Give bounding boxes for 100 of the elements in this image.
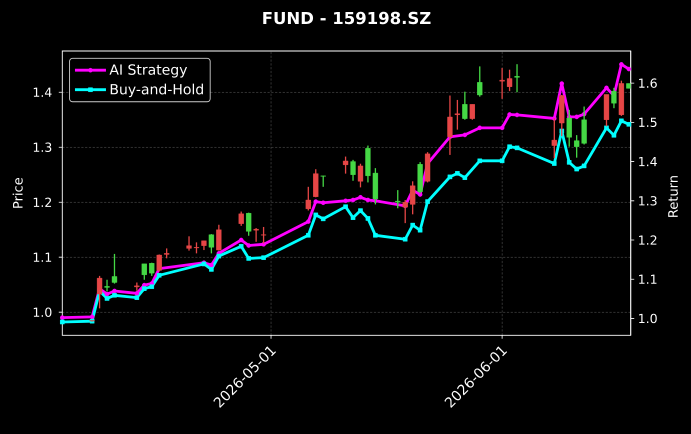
point xyxy=(358,194,363,200)
y-tick-label: 1.1 xyxy=(34,252,52,262)
point xyxy=(350,215,356,220)
point xyxy=(552,161,557,166)
candlestick xyxy=(246,212,252,236)
candlestick xyxy=(342,156,348,174)
candlestick xyxy=(506,69,512,92)
point xyxy=(477,158,482,164)
point xyxy=(60,320,65,324)
point xyxy=(320,216,326,222)
candlestick xyxy=(499,67,505,100)
candlestick xyxy=(149,262,154,277)
point xyxy=(209,267,214,272)
y2-axis-title: Return xyxy=(668,176,678,217)
point xyxy=(402,236,408,242)
point xyxy=(261,242,266,247)
candlestick xyxy=(142,263,147,280)
point xyxy=(261,255,266,260)
candlestick xyxy=(104,279,110,292)
point xyxy=(216,254,222,258)
point xyxy=(373,233,378,238)
candlestick xyxy=(454,99,460,130)
candlestick xyxy=(514,64,520,93)
point xyxy=(238,244,244,249)
point xyxy=(306,233,311,238)
point xyxy=(425,199,430,204)
point xyxy=(112,288,117,294)
y2-tick-label: 1.5 xyxy=(639,118,657,128)
point xyxy=(313,199,318,204)
candlestick xyxy=(320,175,326,188)
point xyxy=(112,293,117,298)
y-axis-title: Price xyxy=(12,178,23,208)
candlestick xyxy=(253,227,259,242)
point xyxy=(612,133,616,138)
candlestick xyxy=(164,248,170,259)
y2-tick-label: 1.0 xyxy=(639,314,657,324)
point xyxy=(574,166,579,172)
point xyxy=(149,284,154,289)
point xyxy=(104,296,110,301)
point xyxy=(366,216,370,221)
point xyxy=(566,160,572,165)
point xyxy=(246,243,251,248)
point xyxy=(514,112,520,118)
point xyxy=(582,164,586,168)
point xyxy=(350,198,356,202)
candlestick xyxy=(208,233,214,254)
point xyxy=(142,286,147,291)
candlestick xyxy=(238,210,244,227)
point xyxy=(418,228,422,233)
point xyxy=(507,112,512,117)
y2-tick-label: 1.1 xyxy=(639,274,656,284)
point xyxy=(410,222,415,228)
point xyxy=(604,126,609,130)
point xyxy=(320,200,326,206)
point xyxy=(448,174,452,180)
y2-tick-label: 1.6 xyxy=(639,78,657,88)
y-tick-label: 1.4 xyxy=(34,88,52,97)
y2-tick-label: 1.4 xyxy=(639,157,657,166)
candlestick xyxy=(306,186,311,212)
y2-tick-label: 1.2 xyxy=(639,235,656,245)
candlestick xyxy=(395,189,400,209)
point xyxy=(477,126,482,130)
point xyxy=(366,198,370,202)
candlestick xyxy=(574,134,580,158)
point xyxy=(604,86,609,90)
point xyxy=(574,114,579,120)
candlestick xyxy=(462,91,468,120)
point xyxy=(156,273,162,278)
candlestick xyxy=(216,224,222,252)
y-tick-label: 1.3 xyxy=(34,142,52,152)
point xyxy=(343,198,348,204)
point xyxy=(462,175,468,180)
point xyxy=(90,314,94,320)
candlestick xyxy=(358,163,364,188)
point xyxy=(134,291,140,296)
chart-title: FUND - 159198.SZ xyxy=(263,12,431,24)
point xyxy=(246,256,251,261)
point xyxy=(60,315,65,320)
y-tick-label: 1.0 xyxy=(34,307,52,317)
legend-label: AI Strategy xyxy=(109,64,188,78)
point xyxy=(343,204,348,209)
legend-label: Buy-and-Hold xyxy=(110,84,203,98)
point xyxy=(358,208,363,213)
point xyxy=(626,66,632,72)
point xyxy=(507,144,512,149)
candlestick xyxy=(470,104,475,120)
candlestick xyxy=(477,66,482,98)
point xyxy=(209,262,214,268)
candlestick xyxy=(134,282,140,292)
point xyxy=(306,219,311,224)
point xyxy=(626,122,632,127)
candlestick xyxy=(112,253,118,284)
point xyxy=(238,238,244,242)
point xyxy=(500,126,504,130)
candlestick xyxy=(350,159,356,182)
point xyxy=(313,212,318,218)
point xyxy=(104,292,110,296)
point xyxy=(619,118,624,124)
point xyxy=(462,132,468,138)
point xyxy=(134,295,140,300)
